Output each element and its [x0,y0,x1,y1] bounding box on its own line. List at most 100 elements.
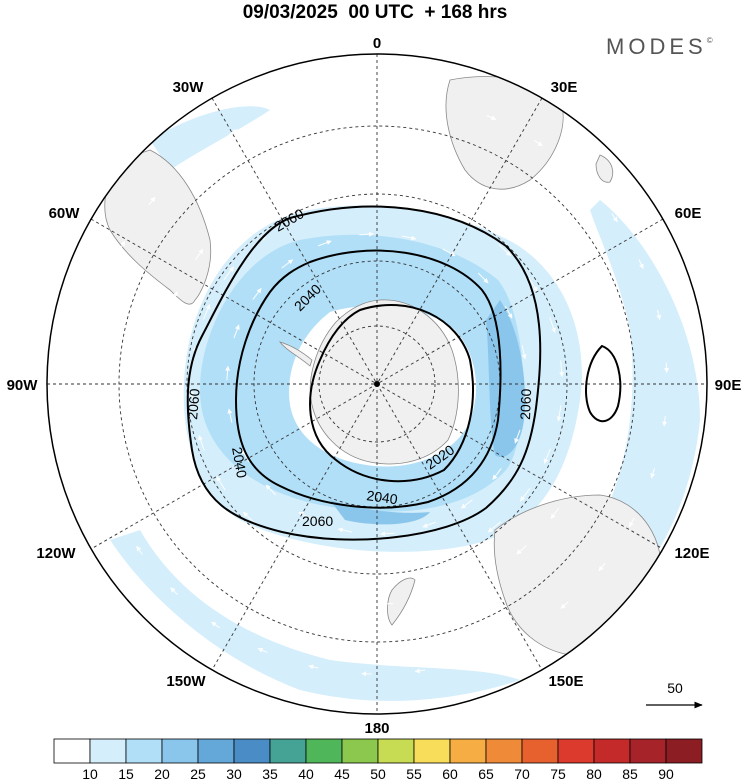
wind-arrow [158,337,164,351]
wind-arrow [528,277,538,292]
colorbar-swatch [197,738,235,764]
wind-arrow [198,435,205,451]
wind-arrow [598,562,606,572]
wind-arrow [179,481,187,495]
wind-arrow [559,360,565,378]
colorbar-swatch [413,738,451,764]
colorbar-label: 40 [298,766,314,782]
wind-arrow [119,240,126,251]
wind-arrow [466,655,477,661]
colorbar-swatch [89,738,127,764]
colorbar-label: 55 [406,766,422,782]
contour-label: 2060 [184,388,203,421]
wind-arrow [514,429,521,444]
wind-arrow [487,521,501,533]
wind-arrow [211,621,221,629]
wind-arrow [154,386,160,401]
wind-arrow [406,563,423,569]
wind-arrow [474,574,488,582]
wind-arrow [252,287,262,300]
colorbar-label: 50 [370,766,386,782]
colorbar-swatch [161,738,199,764]
contour-2040 [234,249,502,509]
wind-arrow [550,507,560,520]
wind-arrow [628,517,635,528]
wind-arrow [189,390,195,408]
wind-arrow [203,304,211,320]
contour-2020 [309,304,474,483]
wind-arrow [586,319,593,333]
reference-vector: 50 [646,680,703,709]
wind-arrow [420,203,437,210]
south-america [104,149,212,305]
wind-arrow [92,448,98,459]
colorbar-swatch [593,738,631,764]
colorbar-label: 20 [154,766,170,782]
colorbar-label: 80 [586,766,602,782]
contour-label: 2040 [229,446,250,480]
wind-arrow [520,487,531,502]
new-zealand [387,577,416,626]
wind-arrow [225,365,231,381]
wind-arrow [611,213,618,223]
height-contours [186,205,622,541]
wind-arrow [216,476,226,491]
wind-arrow [435,98,446,104]
wind-arrow [361,566,379,572]
wind-arrow [656,309,662,320]
wind-arrow [521,345,527,360]
wind-arrow [241,557,254,567]
colorbar-label: 30 [226,766,242,782]
colorbar-label: 85 [622,766,638,782]
wind-vectors [84,91,670,677]
map-title: 09/03/2025 00 UTC + 168 hrs [242,2,508,23]
wind-arrow [422,521,437,528]
colorbar-swatch [557,738,595,764]
wind-arrow [515,632,526,639]
wind-arrow [516,545,527,555]
wind-arrow [266,186,280,194]
wind-arrow [277,107,288,113]
colorbar-swatch [125,738,163,764]
wind-arrow [223,266,235,281]
lon-label-30e: 30E [551,79,578,96]
colorbar-swatch [233,738,271,764]
wind-arrow [500,201,513,211]
outer-wind-ring-south [110,530,520,701]
wind-arrow [650,468,656,479]
colorbar-label: 60 [442,766,458,782]
wind-arrow [257,648,268,653]
lon-label-60w: 60W [49,205,81,222]
lon-label-150w: 150W [166,673,206,690]
antarctica [309,299,459,465]
wind-arrow [664,362,670,373]
wind-arrow [662,416,668,427]
jet-max-band [486,300,525,457]
colorbar: 10 15 20 25 30 35 40 45 50 55 60 65 70 75 80 85 90 [53,738,703,782]
wind-arrow [594,367,600,382]
wind-arrow [460,499,473,509]
wind-arrow [298,511,312,520]
contour-2060 [186,205,542,541]
wind-arrow [543,448,551,464]
wind-arrow [449,547,465,555]
wind-arrow [328,94,340,100]
wind-arrow [590,417,596,431]
wind-arrow [337,527,353,533]
lon-label-30w: 30W [173,79,205,96]
wind-arrow [410,165,424,171]
lon-label-90w: 90W [7,377,39,394]
wind-arrow [312,168,326,175]
wind-arrow [161,435,168,449]
wind-arrow [375,196,393,202]
colorbar-swatch [449,738,487,764]
brand-text: MODES [606,34,707,59]
wind-arrow [401,235,417,241]
wind-arrow [477,272,489,284]
outer-wind-ring [150,106,270,170]
lon-label-120e: 120E [674,545,709,562]
lon-label-120w: 120W [36,545,76,562]
copyright-mark: © [706,36,713,45]
wind-arrow [556,405,562,422]
wind-arrow [549,317,556,333]
